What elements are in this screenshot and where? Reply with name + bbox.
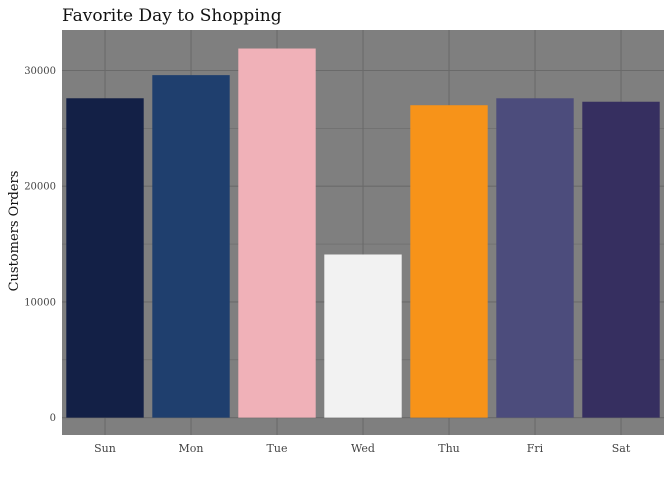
- x-tick-label: Fri: [527, 442, 544, 455]
- bar-sun: [66, 98, 144, 418]
- bar-fri: [496, 98, 574, 418]
- bar-tue: [238, 48, 316, 418]
- y-tick-label: 0: [50, 413, 56, 424]
- x-tick-label: Mon: [179, 442, 204, 455]
- x-axis-ticks: Sun Mon Tue Wed Thu Fri Sat: [94, 442, 631, 455]
- x-tick-label: Wed: [351, 442, 375, 455]
- x-tick-label: Thu: [438, 442, 460, 455]
- y-axis-label: Customers Orders: [7, 171, 22, 292]
- bar-wed: [324, 254, 402, 418]
- x-tick-label: Sun: [94, 442, 116, 455]
- y-axis-ticks: 0 10000 20000 30000: [24, 66, 56, 424]
- bar-mon: [152, 75, 230, 418]
- y-tick-label: 10000: [24, 297, 56, 308]
- y-tick-label: 30000: [24, 66, 56, 77]
- bar-thu: [410, 105, 488, 418]
- bar-sat: [582, 101, 660, 418]
- x-tick-label: Sat: [612, 442, 631, 455]
- chart-title: Favorite Day to Shopping: [62, 6, 282, 26]
- x-tick-label: Tue: [267, 442, 288, 455]
- bars: [66, 48, 660, 418]
- y-tick-label: 20000: [24, 182, 56, 193]
